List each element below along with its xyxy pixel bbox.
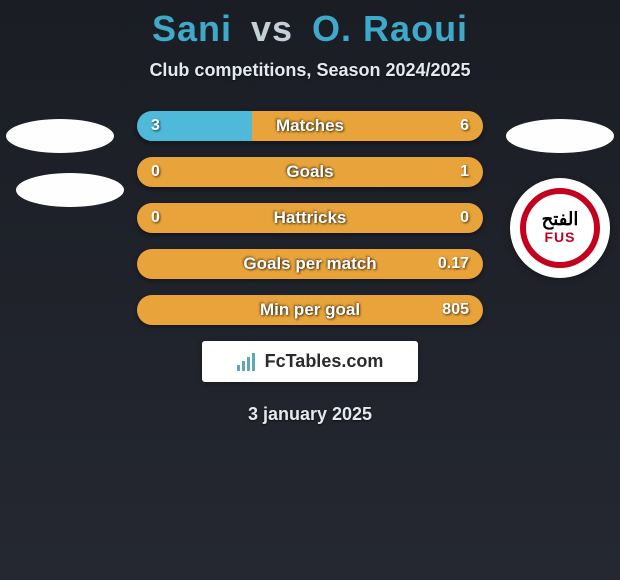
stat-row-matches: 3 Matches 6 bbox=[137, 111, 483, 141]
stat-left-value: 0 bbox=[137, 203, 174, 233]
bar-chart-icon bbox=[237, 353, 259, 371]
stat-right-value: 6 bbox=[446, 111, 483, 141]
stat-row-hattricks: 0 Hattricks 0 bbox=[137, 203, 483, 233]
stat-label: Matches bbox=[137, 111, 483, 141]
stat-label: Hattricks bbox=[137, 203, 483, 233]
player2-club-logo: الفتح FUS bbox=[510, 178, 610, 278]
stat-label: Goals bbox=[137, 157, 483, 187]
stat-left-value bbox=[137, 249, 165, 279]
stat-row-mpg: Min per goal 805 bbox=[137, 295, 483, 325]
brand-text: FcTables.com bbox=[265, 351, 384, 372]
player1-badge-bottom bbox=[16, 173, 124, 207]
subtitle: Club competitions, Season 2024/2025 bbox=[0, 60, 620, 81]
stat-right-value: 805 bbox=[428, 295, 483, 325]
player2-name: O. Raoui bbox=[312, 8, 468, 49]
stat-row-goals: 0 Goals 1 bbox=[137, 157, 483, 187]
stat-row-gpm: Goals per match 0.17 bbox=[137, 249, 483, 279]
vs-separator: vs bbox=[251, 8, 293, 49]
stat-bars: 3 Matches 6 0 Goals 1 0 Hattricks 0 Goal… bbox=[137, 111, 483, 325]
brand-badge[interactable]: FcTables.com bbox=[202, 341, 418, 382]
stat-right-value: 1 bbox=[446, 157, 483, 187]
player2-badge-top bbox=[506, 119, 614, 153]
club-arabic: الفتح bbox=[542, 210, 579, 230]
club-ring: الفتح FUS bbox=[520, 188, 600, 268]
stat-left-value: 3 bbox=[137, 111, 174, 141]
stat-left-value bbox=[137, 295, 165, 325]
player1-badge-top bbox=[6, 119, 114, 153]
stat-left-value: 0 bbox=[137, 157, 174, 187]
player1-name: Sani bbox=[152, 8, 232, 49]
stat-right-value: 0 bbox=[446, 203, 483, 233]
comparison-title: Sani vs O. Raoui bbox=[0, 8, 620, 50]
club-code: FUS bbox=[542, 230, 579, 245]
snapshot-date: 3 january 2025 bbox=[0, 404, 620, 425]
stat-right-value: 0.17 bbox=[424, 249, 483, 279]
